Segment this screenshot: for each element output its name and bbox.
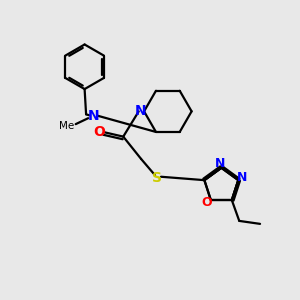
Text: N: N: [237, 171, 247, 184]
Text: O: O: [94, 125, 105, 139]
Text: O: O: [202, 196, 212, 209]
Text: Me: Me: [59, 121, 74, 131]
Text: N: N: [88, 109, 99, 123]
Text: N: N: [135, 104, 146, 118]
Text: S: S: [152, 171, 162, 185]
Text: N: N: [215, 158, 225, 170]
